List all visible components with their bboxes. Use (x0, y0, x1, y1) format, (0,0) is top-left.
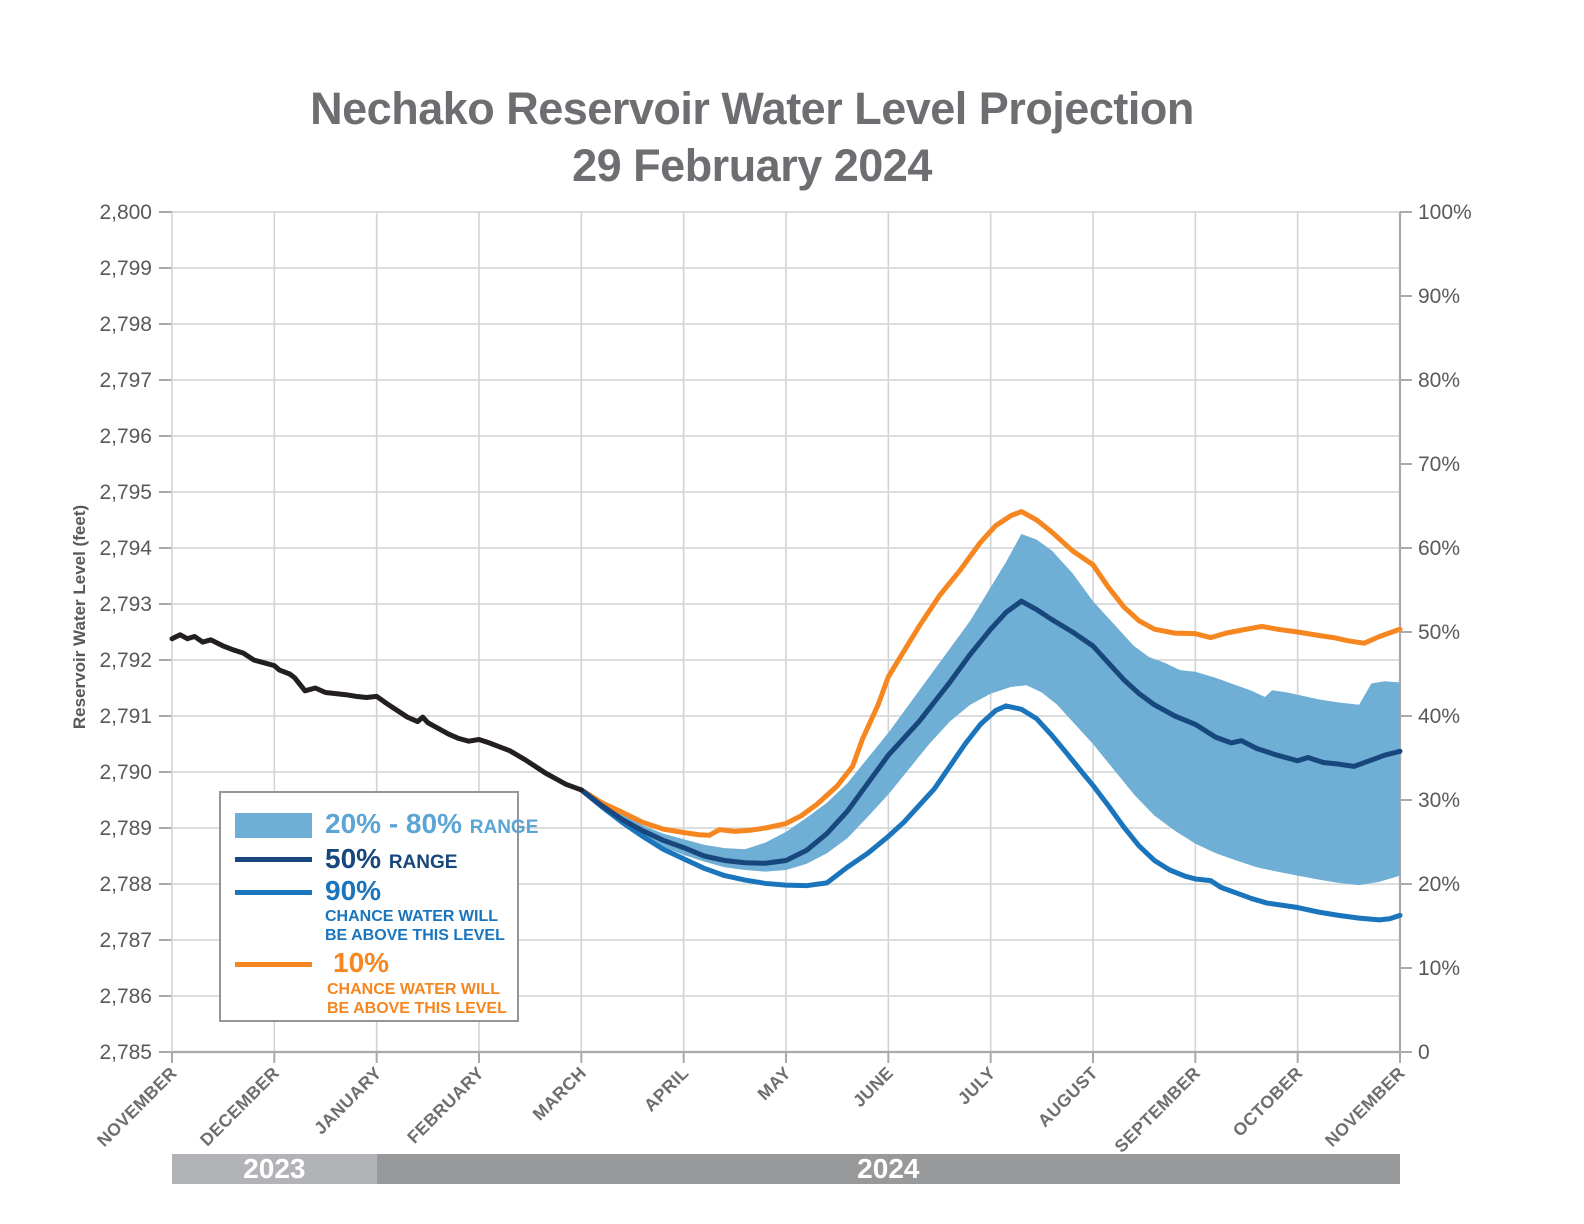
band-20-80 (581, 534, 1400, 886)
y-right-tick-label: 70% (1418, 453, 1460, 476)
x-month-label: DECEMBER (196, 1063, 283, 1150)
y-left-tick-label: 2,799 (99, 257, 152, 280)
y-right-tick-label: 60% (1418, 537, 1460, 560)
y-left-tick-label: 2,796 (99, 425, 152, 448)
page-title-line2: 29 February 2024 (572, 140, 932, 192)
x-month-label: APRIL (640, 1063, 693, 1116)
series-line-orange (578, 509, 1403, 838)
y-left-tick-label: 2,787 (99, 929, 152, 952)
year-segment-2023: 2023 (172, 1154, 377, 1184)
x-month-label: MARCH (529, 1063, 591, 1125)
y-left-tick-label: 2,800 (99, 201, 152, 224)
x-month-label: NOVEMBER (1321, 1063, 1409, 1151)
y-left-tick-label: 2,789 (99, 817, 152, 840)
x-month-label: JULY (954, 1063, 1000, 1109)
y-left-tick-label: 2,786 (99, 985, 152, 1008)
y-right-tick-label: 90% (1418, 285, 1460, 308)
y-left-tick-label: 2,795 (99, 481, 152, 504)
x-month-label: NOVEMBER (93, 1063, 181, 1151)
x-month-label: AUGUST (1034, 1063, 1102, 1131)
legend-50-label: 50% RANGE (325, 843, 458, 874)
legend-10-line (235, 962, 312, 967)
legend-50-suffix: RANGE (388, 852, 458, 873)
y-right-tick-label: 40% (1418, 705, 1460, 728)
legend-50-line (235, 857, 312, 862)
y-left-tick-label: 2,797 (99, 369, 152, 392)
x-month-label: MAY (753, 1063, 794, 1104)
legend-90-line (235, 890, 312, 895)
y-left-tick-label: 2,788 (99, 873, 152, 896)
legend-90-sublabel: CHANCE WATER WILL BE ABOVE THIS LEVEL (325, 908, 505, 944)
year-segment-2024: 2024 (376, 1154, 1400, 1184)
year-bar: 2023 2024 (0, 1154, 1584, 1184)
legend-90-label: 90% (325, 875, 382, 906)
y-left-tick-label: 2,785 (99, 1041, 152, 1064)
y-right-tick-label: 20% (1418, 873, 1460, 896)
legend-band-label: 20% - 80% RANGE (325, 808, 539, 839)
y-left-tick-label: 2,792 (99, 649, 152, 672)
legend-band-swatch (235, 813, 312, 838)
series-line-blue (578, 703, 1403, 923)
y-left-tick-label: 2,791 (99, 705, 152, 728)
y-right-tick-label: 30% (1418, 789, 1460, 812)
y-right-tick-label: 50% (1418, 621, 1460, 644)
y-right-tick-label: 10% (1418, 957, 1460, 980)
x-month-label: FEBRUARY (403, 1063, 488, 1148)
x-month-label: JUNE (849, 1063, 897, 1111)
x-month-label: JANUARY (310, 1063, 385, 1138)
legend-10-sublabel: CHANCE WATER WILL BE ABOVE THIS LEVEL (327, 981, 507, 1017)
legend-band-suffix: RANGE (469, 817, 539, 838)
legend: 20% - 80% RANGE 50% RANGE 90% CHANCE WAT… (219, 791, 538, 1022)
series-line-navy (578, 598, 1403, 866)
legend-10-label: 10% (333, 947, 390, 978)
y-left-tick-label: 2,790 (99, 761, 152, 784)
y-right-tick-label: 0 (1418, 1041, 1430, 1064)
y-left-tick-label: 2,794 (99, 537, 152, 560)
y-left-tick-label: 2,798 (99, 313, 152, 336)
y-right-tick-label: 100% (1418, 201, 1472, 224)
page-title: Nechako Reservoir Water Level Projection… (0, 80, 1504, 194)
x-month-label: OCTOBER (1229, 1063, 1307, 1141)
series-line-black (169, 632, 584, 793)
x-month-label: SEPTEMBER (1110, 1063, 1204, 1157)
y-right-tick-label: 80% (1418, 369, 1460, 392)
page-title-line1: Nechako Reservoir Water Level Projection (310, 83, 1194, 135)
y-left-tick-label: 2,793 (99, 593, 152, 616)
